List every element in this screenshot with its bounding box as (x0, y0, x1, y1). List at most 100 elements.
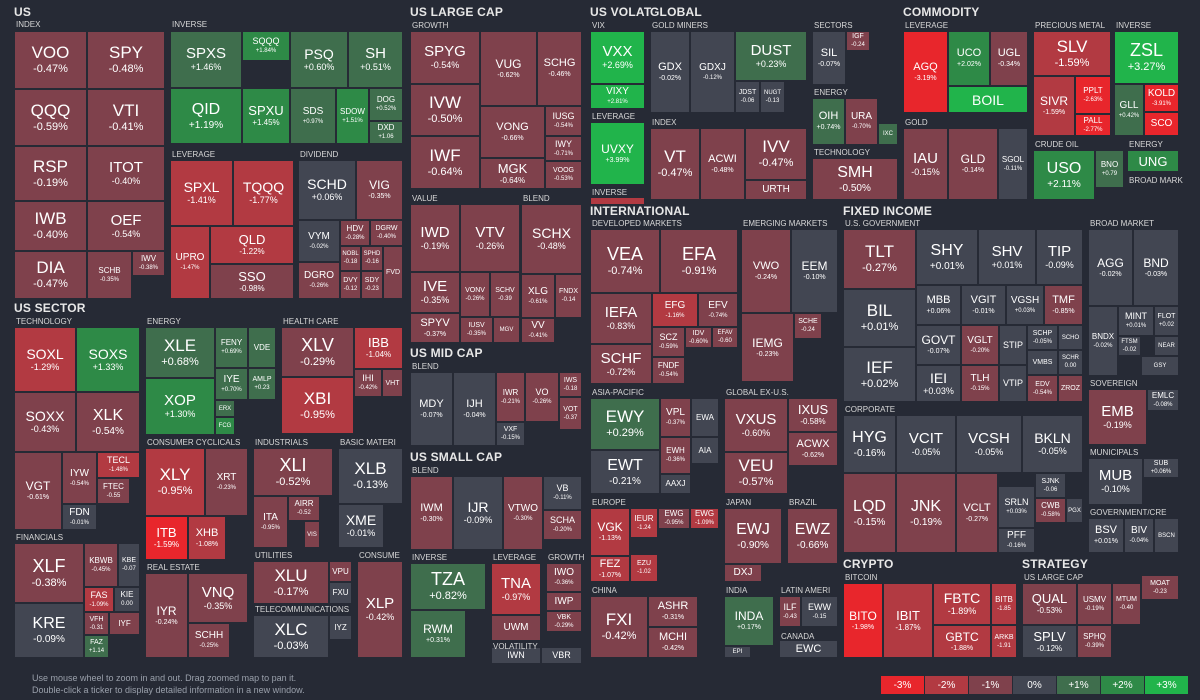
ticker-tile-aia[interactable]: AIA (691, 437, 719, 464)
ticker-tile-efg[interactable]: EFG -1.16% (652, 293, 698, 327)
ticker-tile-sivr[interactable]: SIVR -1.59% (1033, 76, 1075, 136)
ticker-tile-kre[interactable]: KRE -0.09% (14, 603, 84, 658)
ticker-tile-ijh[interactable]: IJH -0.04% (453, 372, 496, 446)
ticker-tile-spy[interactable]: SPY -0.48% (87, 31, 165, 89)
ticker-tile-schf[interactable]: SCHF -0.72% (590, 344, 652, 384)
ticker-tile-itot[interactable]: ITOT -0.40% (87, 146, 165, 201)
ticker-tile-pplt[interactable]: PPLT -2.63% (1075, 76, 1111, 114)
ticker-tile-near[interactable]: NEAR (1154, 336, 1179, 356)
section-title-strategy[interactable]: STRATEGY (1022, 557, 1089, 571)
ticker-tile-pall[interactable]: PALL -2.77% (1075, 114, 1111, 136)
ticker-tile-igf[interactable]: IGF -0.24 (846, 31, 870, 51)
ticker-tile-schh[interactable]: SCHH -0.25% (188, 623, 230, 658)
ticker-tile-sds[interactable]: SDS +0.97% (290, 88, 336, 144)
ticker-tile-xlp[interactable]: XLP -0.42% (357, 561, 403, 658)
ticker-tile-agg[interactable]: AGG -0.02% (1088, 229, 1133, 306)
ticker-tile-iyz[interactable]: IYZ (329, 615, 352, 640)
ticker-tile-sil[interactable]: SIL -0.07% (812, 31, 846, 85)
ticker-tile-faz[interactable]: FAZ +1.14 (84, 635, 109, 658)
ticker-tile-vnq[interactable]: VNQ -0.35% (188, 573, 248, 623)
ticker-tile-vug[interactable]: VUG -0.62% (480, 31, 537, 106)
ticker-tile-soxx[interactable]: SOXX -0.43% (14, 392, 76, 452)
ticker-tile-ieur[interactable]: IEUR -1.24 (630, 508, 658, 538)
ticker-tile-biv[interactable]: BIV -0.04% (1124, 518, 1154, 553)
section-title-us[interactable]: US (14, 5, 32, 19)
section-title-us-mid-cap[interactable]: US MID CAP (410, 346, 483, 360)
ticker-tile-ftsm[interactable]: FTSM -0.02 (1118, 336, 1141, 356)
ticker-tile-efav[interactable]: EFAV -0.60 (712, 327, 738, 348)
ticker-tile-iws[interactable]: IWS -0.18 (559, 372, 582, 397)
ticker-tile-inda[interactable]: INDA +0.17% (724, 596, 774, 646)
ticker-tile-iwo[interactable]: IWO -0.36% (546, 563, 582, 592)
ticker-tile-xlu[interactable]: XLU -0.17% (253, 561, 329, 604)
ticker-tile-ashr[interactable]: ASHR -0.31% (648, 596, 698, 627)
ticker-tile-bnd[interactable]: BND -0.03% (1133, 229, 1179, 306)
ticker-tile-vcit[interactable]: VCIT -0.05% (896, 415, 956, 473)
ticker-tile-xbi[interactable]: XBI -0.95% (281, 377, 354, 434)
ticker-tile-ung[interactable]: UNG (1127, 150, 1179, 172)
ticker-tile-ixc[interactable]: IXC (878, 123, 898, 145)
ticker-tile-vxf[interactable]: VXF -0.15% (496, 422, 525, 446)
ticker-tile-iwv[interactable]: IWV -0.38% (132, 251, 165, 276)
ticker-tile-gsy[interactable]: GSY (1141, 356, 1179, 376)
ticker-tile-vv[interactable]: VV -0.41% (521, 318, 555, 343)
ticker-tile[interactable] (590, 197, 645, 205)
ticker-tile-zroz[interactable]: ZROZ (1058, 375, 1083, 402)
ticker-tile-efa[interactable]: EFA -0.91% (660, 229, 738, 293)
ticker-tile-slv[interactable]: SLV -1.59% (1033, 31, 1111, 76)
ticker-tile-sco[interactable]: SCO (1144, 112, 1179, 136)
ticker-tile-idv[interactable]: IDV -0.60% (685, 327, 712, 348)
ticker-tile-mdy[interactable]: MDY -0.07% (410, 372, 453, 446)
ticker-tile-kold[interactable]: KOLD -3.91% (1144, 84, 1179, 112)
ticker-tile-ugl[interactable]: UGL -0.34% (990, 31, 1028, 86)
ticker-tile-kbwb[interactable]: KBWB -0.45% (84, 543, 118, 587)
ticker-tile-xlf[interactable]: XLF -0.38% (14, 543, 84, 603)
ticker-tile-vong[interactable]: VONG -0.66% (480, 106, 545, 158)
ticker-tile-vmbs[interactable]: VMBS (1027, 350, 1058, 375)
ticker-tile-iye[interactable]: IYE +0.70% (215, 368, 248, 400)
ticker-tile-shy[interactable]: SHY +0.01% (916, 229, 978, 285)
ticker-tile-efv[interactable]: EFV -0.74% (698, 293, 738, 327)
ticker-tile-qqq[interactable]: QQQ -0.59% (14, 89, 87, 146)
ticker-tile-uso[interactable]: USO +2.11% (1033, 150, 1095, 200)
ticker-tile-vot[interactable]: VOT -0.37 (559, 397, 582, 430)
ticker-tile-acwi[interactable]: ACWI -0.48% (700, 128, 745, 200)
ticker-tile-jnk[interactable]: JNK -0.19% (896, 473, 956, 553)
ticker-tile-eww[interactable]: EWW -0.15 (801, 596, 838, 627)
ticker-tile-cwb[interactable]: CWB -0.58% (1035, 498, 1066, 523)
ticker-tile-iwf[interactable]: IWF -0.64% (410, 136, 480, 189)
ticker-tile-ewg[interactable]: EWG -1.09% (690, 508, 719, 529)
ticker-tile-schv[interactable]: SCHV -0.39 (490, 272, 520, 317)
ticker-tile-dxd[interactable]: DXD +1.06 (369, 121, 403, 144)
ticker-tile-xle[interactable]: XLE +0.68% (145, 327, 215, 378)
ticker-tile-iwr[interactable]: IWR -0.21% (496, 372, 525, 422)
ticker-tile-iemg[interactable]: IEMG -0.23% (741, 313, 794, 382)
ticker-tile-vpl[interactable]: VPL -0.37% (660, 398, 691, 437)
ticker-tile-ewh[interactable]: EWH -0.36% (660, 437, 691, 474)
ticker-tile-soxs[interactable]: SOXS +1.33% (76, 327, 140, 392)
ticker-tile-vclt[interactable]: VCLT -0.27% (956, 473, 998, 553)
ticker-tile-ilf[interactable]: ILF -0.43 (779, 596, 801, 627)
ticker-tile-schg[interactable]: SCHG -0.46% (537, 31, 582, 106)
ticker-tile-vo[interactable]: VO -0.26% (525, 372, 559, 422)
ticker-tile-iwd[interactable]: IWD -0.19% (410, 204, 460, 272)
ticker-tile-bscn[interactable]: BSCN (1154, 518, 1179, 553)
ticker-tile-sdy[interactable]: SDY -0.23 (361, 271, 383, 299)
ticker-tile-vb[interactable]: VB -0.11% (543, 476, 582, 510)
ticker-tile-soxl[interactable]: SOXL -1.29% (14, 327, 76, 392)
ticker-tile-acwx[interactable]: ACWX -0.62% (788, 432, 838, 466)
ticker-tile-ewz[interactable]: EWZ -0.66% (787, 508, 838, 564)
ticker-tile-xlc[interactable]: XLC -0.03% (253, 615, 329, 658)
ticker-tile-schp[interactable]: SCHP -0.05% (1027, 325, 1058, 350)
ticker-tile-mbb[interactable]: MBB +0.06% (916, 285, 961, 325)
ticker-tile-epi[interactable]: EPI (724, 646, 751, 658)
ticker-tile-feny[interactable]: FENY +0.69% (215, 327, 248, 368)
ticker-tile-iusg[interactable]: IUSG -0.54% (545, 106, 582, 136)
ticker-tile-scz[interactable]: SCZ -0.59% (652, 327, 685, 357)
ticker-tile-ivw[interactable]: IVW -0.50% (410, 84, 480, 136)
ticker-tile-bkln[interactable]: BKLN -0.05% (1022, 415, 1083, 473)
ticker-tile-srln[interactable]: SRLN +0.03% (998, 486, 1035, 528)
ticker-tile-mgv[interactable]: MGV (493, 317, 520, 343)
ticker-tile-qid[interactable]: QID +1.19% (170, 88, 242, 144)
ticker-tile-oih[interactable]: OIH +0.74% (812, 98, 845, 145)
